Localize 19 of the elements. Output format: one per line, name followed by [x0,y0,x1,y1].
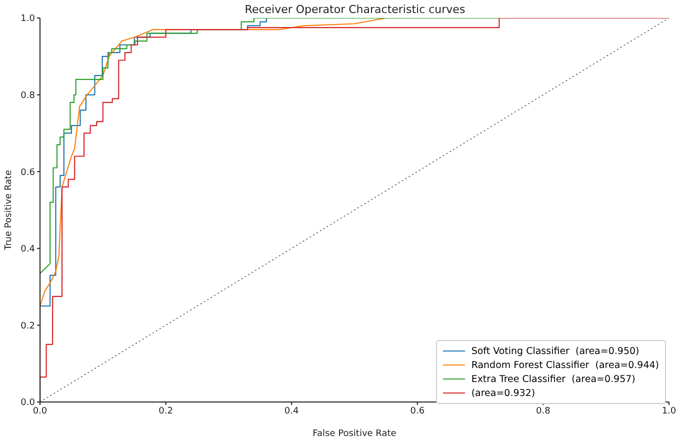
legend-label: Soft Voting Classifier (area=0.950) [471,346,640,356]
x-tick-label: 0.6 [410,406,425,416]
legend-label: (area=0.932) [471,388,536,398]
x-tick-label: 0.0 [32,406,48,416]
x-tick-label: 0.2 [158,406,173,416]
y-tick-label: 0.6 [20,168,36,178]
y-tick-label: 0.8 [20,90,36,101]
y-axis-title: True Positive Rate [4,169,14,252]
y-tick-label: 1.0 [20,14,36,24]
x-tick-label: 0.8 [536,406,551,416]
chart-title: Receiver Operator Characteristic curves [244,3,466,16]
legend-label: Random Forest Classifier (area=0.944) [471,360,659,370]
y-tick-label: 0.0 [20,398,36,408]
x-tick-label: 0.4 [284,406,300,416]
y-tick-label: 0.2 [20,321,35,332]
legend-label: Extra Tree Classifier (area=0.957) [471,374,636,384]
y-tick-label: 0.4 [20,244,36,255]
x-axis-title: False Positive Rate [312,429,397,438]
x-tick-label: 1.0 [662,406,676,416]
